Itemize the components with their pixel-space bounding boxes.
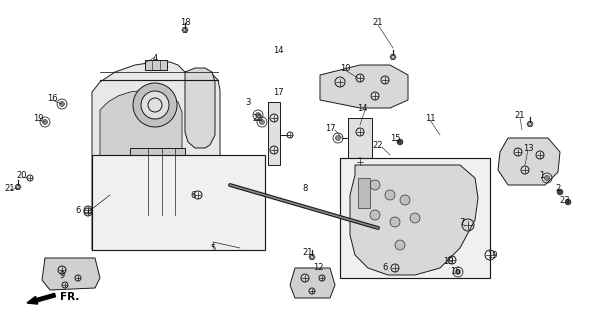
Circle shape	[167, 177, 173, 183]
Circle shape	[137, 175, 143, 181]
Bar	[358, 178, 370, 208]
Text: 21: 21	[373, 18, 383, 27]
Text: FR.: FR.	[60, 292, 79, 302]
Polygon shape	[340, 158, 490, 278]
Circle shape	[544, 175, 550, 180]
Text: 21: 21	[5, 183, 15, 193]
Circle shape	[137, 157, 143, 163]
Circle shape	[167, 197, 173, 203]
Circle shape	[385, 190, 395, 200]
Text: 12: 12	[313, 263, 323, 273]
Text: 19: 19	[33, 114, 43, 123]
Text: 18: 18	[179, 18, 190, 27]
Circle shape	[255, 113, 261, 117]
Polygon shape	[185, 68, 215, 148]
Polygon shape	[42, 258, 100, 290]
Text: 6: 6	[190, 190, 196, 199]
Polygon shape	[268, 102, 280, 165]
Text: 19: 19	[442, 258, 453, 267]
Text: 20: 20	[17, 171, 27, 180]
Circle shape	[557, 189, 563, 195]
Polygon shape	[130, 148, 185, 215]
Polygon shape	[527, 121, 533, 127]
Text: 17: 17	[324, 124, 335, 132]
Text: 4: 4	[152, 53, 158, 62]
Text: 23: 23	[560, 196, 570, 204]
Text: 9: 9	[60, 270, 64, 279]
Text: 1: 1	[539, 171, 545, 180]
Circle shape	[259, 119, 264, 124]
Bar	[133, 155, 141, 177]
Text: 10: 10	[340, 63, 350, 73]
Polygon shape	[320, 65, 408, 108]
Polygon shape	[309, 254, 315, 260]
Bar	[145, 60, 167, 70]
Circle shape	[152, 162, 158, 168]
Polygon shape	[15, 184, 21, 189]
Polygon shape	[182, 28, 188, 33]
Text: 21: 21	[303, 247, 313, 257]
Circle shape	[152, 182, 158, 188]
Circle shape	[43, 119, 48, 124]
Polygon shape	[92, 62, 220, 250]
Polygon shape	[100, 90, 182, 240]
Text: 17: 17	[273, 87, 284, 97]
Text: 5: 5	[210, 244, 216, 252]
Text: 16: 16	[47, 93, 57, 102]
Text: 6: 6	[75, 205, 81, 214]
Circle shape	[60, 101, 64, 107]
Circle shape	[565, 199, 571, 205]
Circle shape	[370, 180, 380, 190]
Text: 6: 6	[382, 263, 388, 273]
Polygon shape	[290, 268, 335, 298]
Polygon shape	[498, 138, 560, 185]
Text: 14: 14	[273, 45, 284, 54]
Circle shape	[395, 240, 405, 250]
Circle shape	[456, 269, 461, 275]
Text: 15: 15	[389, 133, 400, 142]
Text: 16: 16	[450, 268, 461, 276]
Circle shape	[400, 195, 410, 205]
Text: 21: 21	[515, 110, 526, 119]
Circle shape	[133, 83, 177, 127]
Circle shape	[141, 91, 169, 119]
Text: 22: 22	[373, 140, 383, 149]
Circle shape	[370, 210, 380, 220]
Polygon shape	[390, 54, 396, 60]
Polygon shape	[348, 118, 372, 185]
Text: 13: 13	[523, 143, 533, 153]
Polygon shape	[92, 215, 215, 250]
Polygon shape	[350, 165, 478, 275]
Circle shape	[390, 217, 400, 227]
Circle shape	[335, 135, 341, 140]
Polygon shape	[92, 155, 265, 250]
Text: 3: 3	[245, 98, 250, 107]
Circle shape	[167, 159, 173, 165]
Circle shape	[410, 213, 420, 223]
Text: 22: 22	[253, 114, 263, 123]
Text: 2: 2	[556, 183, 560, 193]
Text: 11: 11	[425, 114, 435, 123]
FancyArrow shape	[27, 293, 55, 304]
Circle shape	[397, 139, 403, 145]
Circle shape	[137, 193, 143, 199]
Text: 14: 14	[357, 103, 367, 113]
Text: 7: 7	[459, 218, 465, 227]
Text: 19: 19	[487, 251, 497, 260]
Text: 8: 8	[302, 183, 308, 193]
